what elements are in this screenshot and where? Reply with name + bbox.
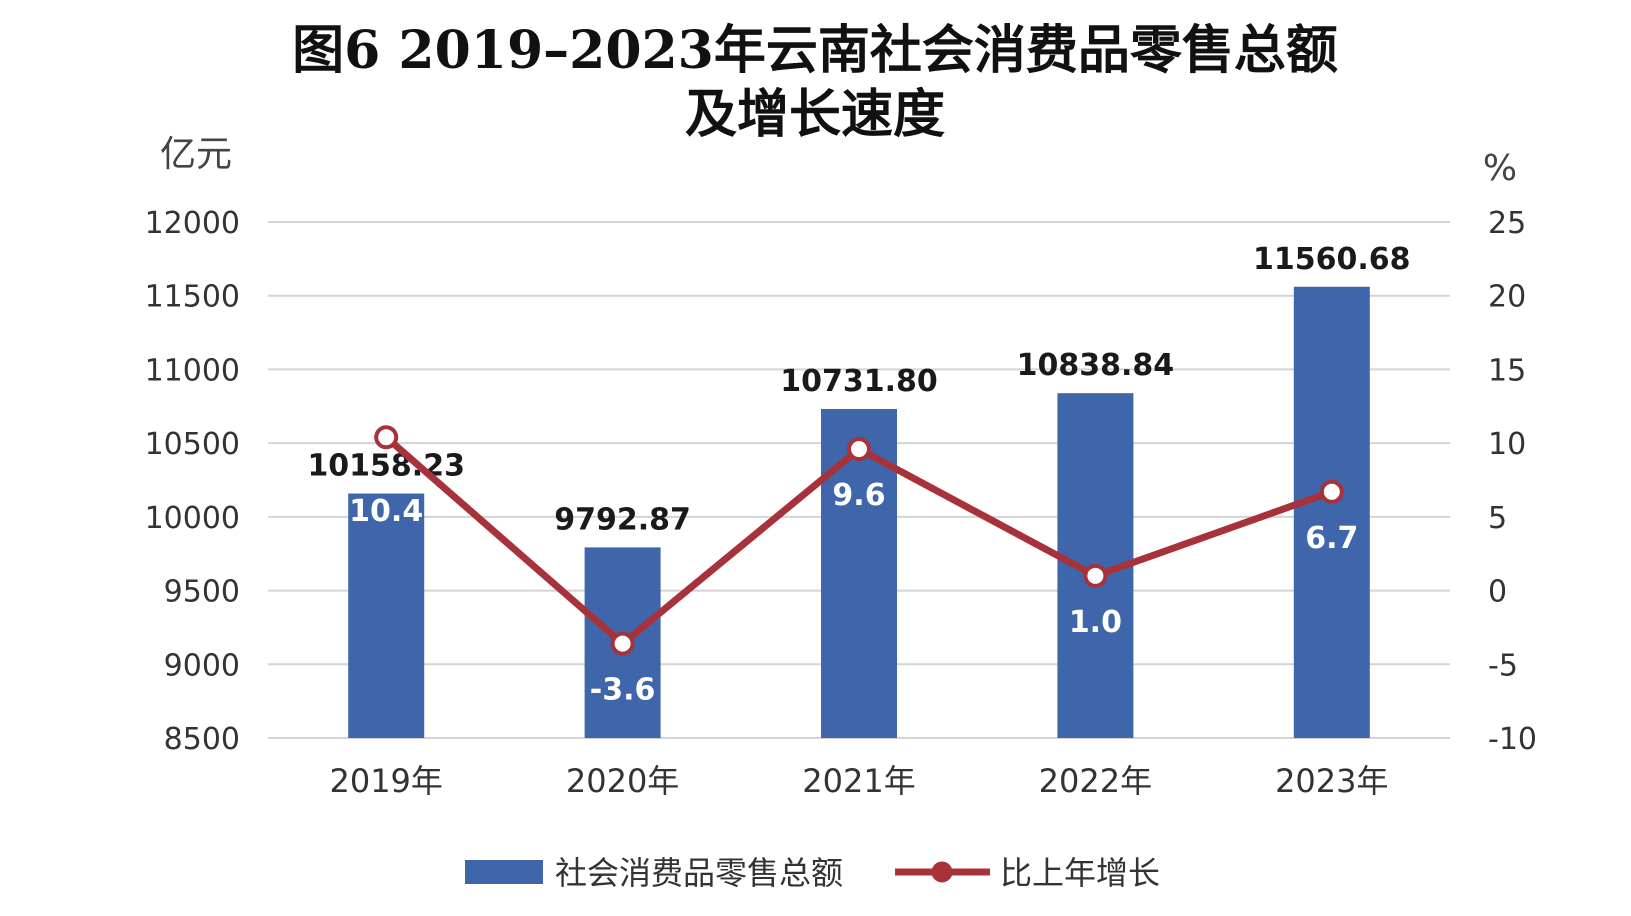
right-tick-label: 25 bbox=[1488, 206, 1526, 241]
bar-value-label: 11560.68 bbox=[1253, 242, 1411, 277]
left-axis-ticks: 12000 11500 11000 10500 10000 9500 9000 8500 bbox=[145, 206, 240, 757]
right-axis-unit: % bbox=[1483, 148, 1517, 189]
growth-value-label: -3.6 bbox=[590, 673, 656, 708]
bar-value-label: 10158.23 bbox=[307, 449, 465, 484]
category-label: 2023年 bbox=[1275, 762, 1388, 800]
growth-point bbox=[374, 425, 399, 450]
x-axis-categories: 2019年 2020年 2021年 2022年 2023年 bbox=[329, 762, 1388, 800]
right-tick-label: 5 bbox=[1488, 501, 1507, 536]
bar-value-labels: 10158.23 9792.87 10731.80 10838.84 11560.68 bbox=[307, 242, 1410, 538]
right-tick-label: -5 bbox=[1488, 648, 1518, 683]
left-tick-label: 9000 bbox=[164, 648, 240, 683]
bar bbox=[348, 493, 425, 738]
growth-value-label: 6.7 bbox=[1305, 521, 1358, 556]
right-tick-label: 20 bbox=[1488, 280, 1526, 315]
bar-value-label: 10731.80 bbox=[780, 364, 938, 399]
right-tick-label: -10 bbox=[1488, 722, 1537, 757]
growth-point bbox=[610, 631, 635, 656]
growth-point bbox=[847, 437, 871, 462]
left-tick-label: 8500 bbox=[164, 722, 240, 757]
chart-title-line1: 图6 2019–2023年云南社会消费品零售总额 bbox=[292, 20, 1338, 81]
legend: 社会消费品零售总额 比上年增长 bbox=[465, 854, 1160, 892]
bar bbox=[1293, 286, 1370, 738]
left-tick-label: 12000 bbox=[145, 206, 240, 241]
category-label: 2022年 bbox=[1039, 762, 1152, 800]
category-label: 2019年 bbox=[329, 762, 442, 800]
category-label: 2020年 bbox=[566, 762, 679, 800]
legend-line-marker bbox=[931, 861, 953, 883]
left-axis-unit: 亿元 bbox=[160, 134, 232, 175]
right-tick-label: 10 bbox=[1488, 427, 1526, 462]
growth-value-label: 1.0 bbox=[1069, 605, 1122, 640]
left-tick-label: 9500 bbox=[164, 575, 240, 610]
growth-point bbox=[1083, 563, 1108, 588]
chart-title-line2: 及增长速度 bbox=[685, 84, 945, 145]
left-tick-label: 11000 bbox=[145, 353, 240, 388]
bar-value-label: 10838.84 bbox=[1017, 348, 1175, 383]
growth-line-series bbox=[374, 425, 1344, 656]
bar-value-label: 9792.87 bbox=[554, 502, 691, 537]
growth-value-label: 9.6 bbox=[832, 478, 885, 513]
legend-bar-swatch bbox=[465, 860, 543, 884]
right-axis-ticks: 25 20 15 10 5 0 -5 -10 bbox=[1488, 206, 1537, 757]
legend-line-label: 比上年增长 bbox=[1000, 854, 1160, 892]
right-tick-label: 15 bbox=[1488, 353, 1526, 388]
right-tick-label: 0 bbox=[1488, 575, 1507, 610]
growth-value-labels: 10.4 -3.6 9.6 1.0 6.7 bbox=[349, 478, 1358, 708]
left-tick-label: 10000 bbox=[145, 501, 240, 536]
left-tick-label: 10500 bbox=[145, 427, 240, 462]
growth-point bbox=[1319, 479, 1344, 504]
left-tick-label: 11500 bbox=[145, 280, 240, 315]
category-label: 2021年 bbox=[802, 762, 915, 800]
legend-bar-label: 社会消费品零售总额 bbox=[555, 854, 843, 892]
growth-value-label: 10.4 bbox=[349, 494, 423, 529]
